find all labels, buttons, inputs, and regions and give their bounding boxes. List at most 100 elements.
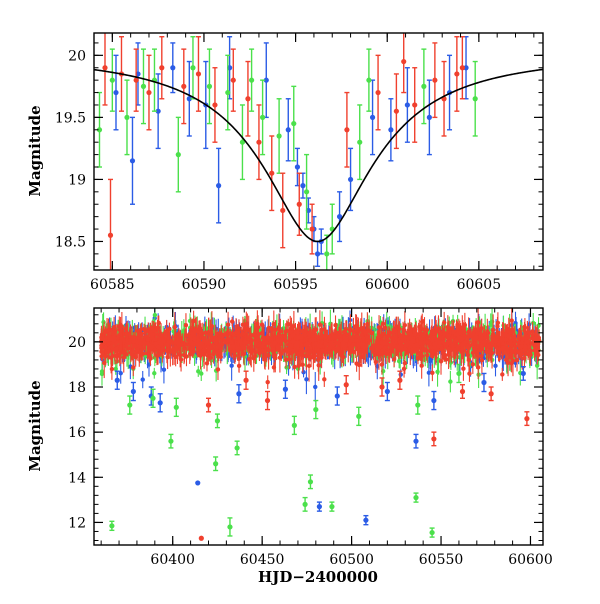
data-point xyxy=(256,140,261,145)
top-plot-area xyxy=(94,31,543,292)
band-point xyxy=(531,321,535,325)
band-point xyxy=(514,348,518,352)
data-point xyxy=(401,59,406,64)
data-point xyxy=(427,115,432,120)
bottom-plot-area xyxy=(99,305,541,540)
band-point xyxy=(253,350,257,354)
band-point xyxy=(500,372,504,376)
top-y-tick-label: 20 xyxy=(68,48,86,64)
data-point xyxy=(231,78,236,83)
data-point xyxy=(190,65,195,70)
top-series-1 xyxy=(97,37,478,273)
band-point xyxy=(476,320,480,324)
band-point xyxy=(322,377,326,381)
top-y-tick-label: 19.5 xyxy=(55,110,86,126)
band-point xyxy=(307,364,311,368)
band-point xyxy=(173,325,177,329)
data-point xyxy=(454,71,459,76)
data-point xyxy=(216,183,221,188)
band-point xyxy=(377,325,381,329)
band-point xyxy=(230,319,234,323)
top-y-tick-label: 18.5 xyxy=(55,234,86,250)
band-point xyxy=(162,367,166,371)
data-point xyxy=(473,96,478,101)
band-point xyxy=(229,364,233,368)
band-point xyxy=(380,362,384,366)
band-point xyxy=(493,364,497,368)
data-point xyxy=(110,78,115,83)
band-point xyxy=(205,361,209,365)
band-point xyxy=(266,380,270,384)
data-point xyxy=(348,177,353,182)
top-x-tick-label: 60585 xyxy=(90,277,135,293)
data-point xyxy=(113,90,118,95)
band-point xyxy=(110,367,114,371)
band-point xyxy=(284,365,288,369)
top-x-tick-label: 60590 xyxy=(182,277,227,293)
band-point xyxy=(397,359,401,363)
top-x-tick-label: 60595 xyxy=(273,277,318,293)
band-point xyxy=(199,371,203,375)
data-point xyxy=(421,84,426,89)
band-point xyxy=(448,379,452,383)
data-point xyxy=(366,78,371,83)
data-point xyxy=(394,109,399,114)
data-point xyxy=(249,78,254,83)
bottom-marks xyxy=(99,305,541,540)
data-point xyxy=(405,102,410,107)
data-point xyxy=(324,251,329,256)
data-point xyxy=(207,84,212,89)
band-point xyxy=(152,371,156,375)
data-point xyxy=(170,65,175,70)
data-point xyxy=(357,140,362,145)
band-point xyxy=(184,323,188,327)
data-point xyxy=(130,158,135,163)
band-point xyxy=(301,370,305,374)
data-point xyxy=(245,96,250,101)
band-point xyxy=(479,354,483,358)
band-point xyxy=(374,360,378,364)
top-y-axis-label: Magnitude xyxy=(26,105,44,196)
band-point xyxy=(495,324,499,328)
data-point xyxy=(280,208,285,213)
data-point xyxy=(141,84,146,89)
data-point xyxy=(297,202,302,207)
band-point xyxy=(313,385,317,389)
data-point xyxy=(108,233,113,238)
data-point xyxy=(295,164,300,169)
data-point xyxy=(196,71,201,76)
data-point xyxy=(304,189,309,194)
band-point xyxy=(304,377,308,381)
band-point xyxy=(354,361,358,365)
data-point xyxy=(225,90,230,95)
band-point xyxy=(262,356,266,360)
data-point xyxy=(212,102,217,107)
data-point xyxy=(269,171,274,176)
data-point xyxy=(388,127,393,132)
data-point xyxy=(375,90,380,95)
band-point xyxy=(248,335,252,339)
band-point xyxy=(435,370,439,374)
band-point xyxy=(430,371,434,375)
data-point xyxy=(176,152,181,157)
band-point xyxy=(287,357,291,361)
top-series-2 xyxy=(102,31,465,292)
data-point xyxy=(260,115,265,120)
band-point xyxy=(504,358,508,362)
top-x-tick-label: 60600 xyxy=(365,277,410,293)
band-point xyxy=(425,353,429,357)
band-point xyxy=(226,322,230,326)
data-point xyxy=(124,115,129,120)
band-point xyxy=(292,365,296,369)
data-point xyxy=(102,65,107,70)
top-y-tick-label: 19 xyxy=(68,172,86,188)
top-marks xyxy=(94,31,543,292)
band-point xyxy=(141,377,145,381)
data-point xyxy=(370,115,375,120)
data-point xyxy=(286,127,291,132)
data-point xyxy=(276,133,281,138)
